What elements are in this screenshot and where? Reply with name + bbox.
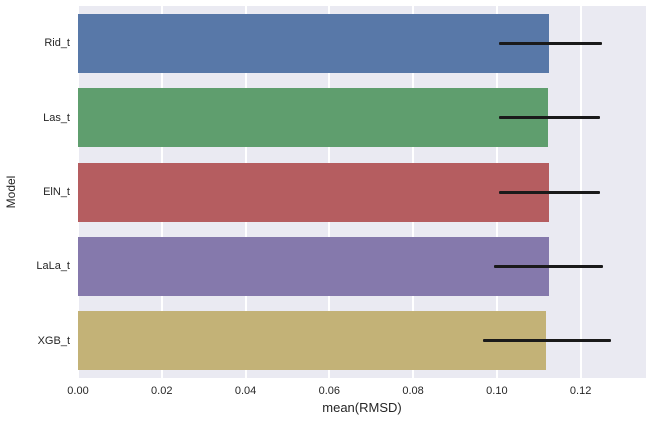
error-bar-LaLa_t <box>493 264 603 268</box>
y-tick-label-LaLa_t: LaLa_t <box>36 260 70 273</box>
y-tick-label-Rid_t: Rid_t <box>44 37 70 50</box>
bar-Las_t <box>78 88 549 148</box>
bar-LaLa_t <box>78 236 549 296</box>
x-tick-label-0.06: 0.06 <box>318 385 341 397</box>
bar-ElN_t <box>78 162 550 222</box>
y-tick-label-ElN_t: ElN_t <box>43 186 70 198</box>
x-tick-label-0.04: 0.04 <box>234 385 257 397</box>
error-bar-XGB_t <box>482 339 611 343</box>
x-tick-label-0.02: 0.02 <box>151 385 173 397</box>
x-tick-label-0.08: 0.08 <box>402 385 424 397</box>
bar-Rid_t <box>78 13 550 73</box>
plot-area <box>77 6 646 378</box>
x-tick-label-0.00: 0.00 <box>67 385 89 397</box>
y-tick-label-XGB_t: XGB_t <box>37 334 70 347</box>
bar-XGB_t <box>78 311 547 371</box>
x-axis-title: mean(RMSD) <box>322 400 402 415</box>
error-bar-ElN_t <box>499 190 601 194</box>
y-tick-label-Las_t: Las_t <box>43 111 70 124</box>
x-tick-label-0.12: 0.12 <box>569 385 592 397</box>
error-bar-Las_t <box>498 116 601 120</box>
error-bar-Rid_t <box>498 41 602 45</box>
x-tick-label-0.10: 0.10 <box>486 385 508 397</box>
